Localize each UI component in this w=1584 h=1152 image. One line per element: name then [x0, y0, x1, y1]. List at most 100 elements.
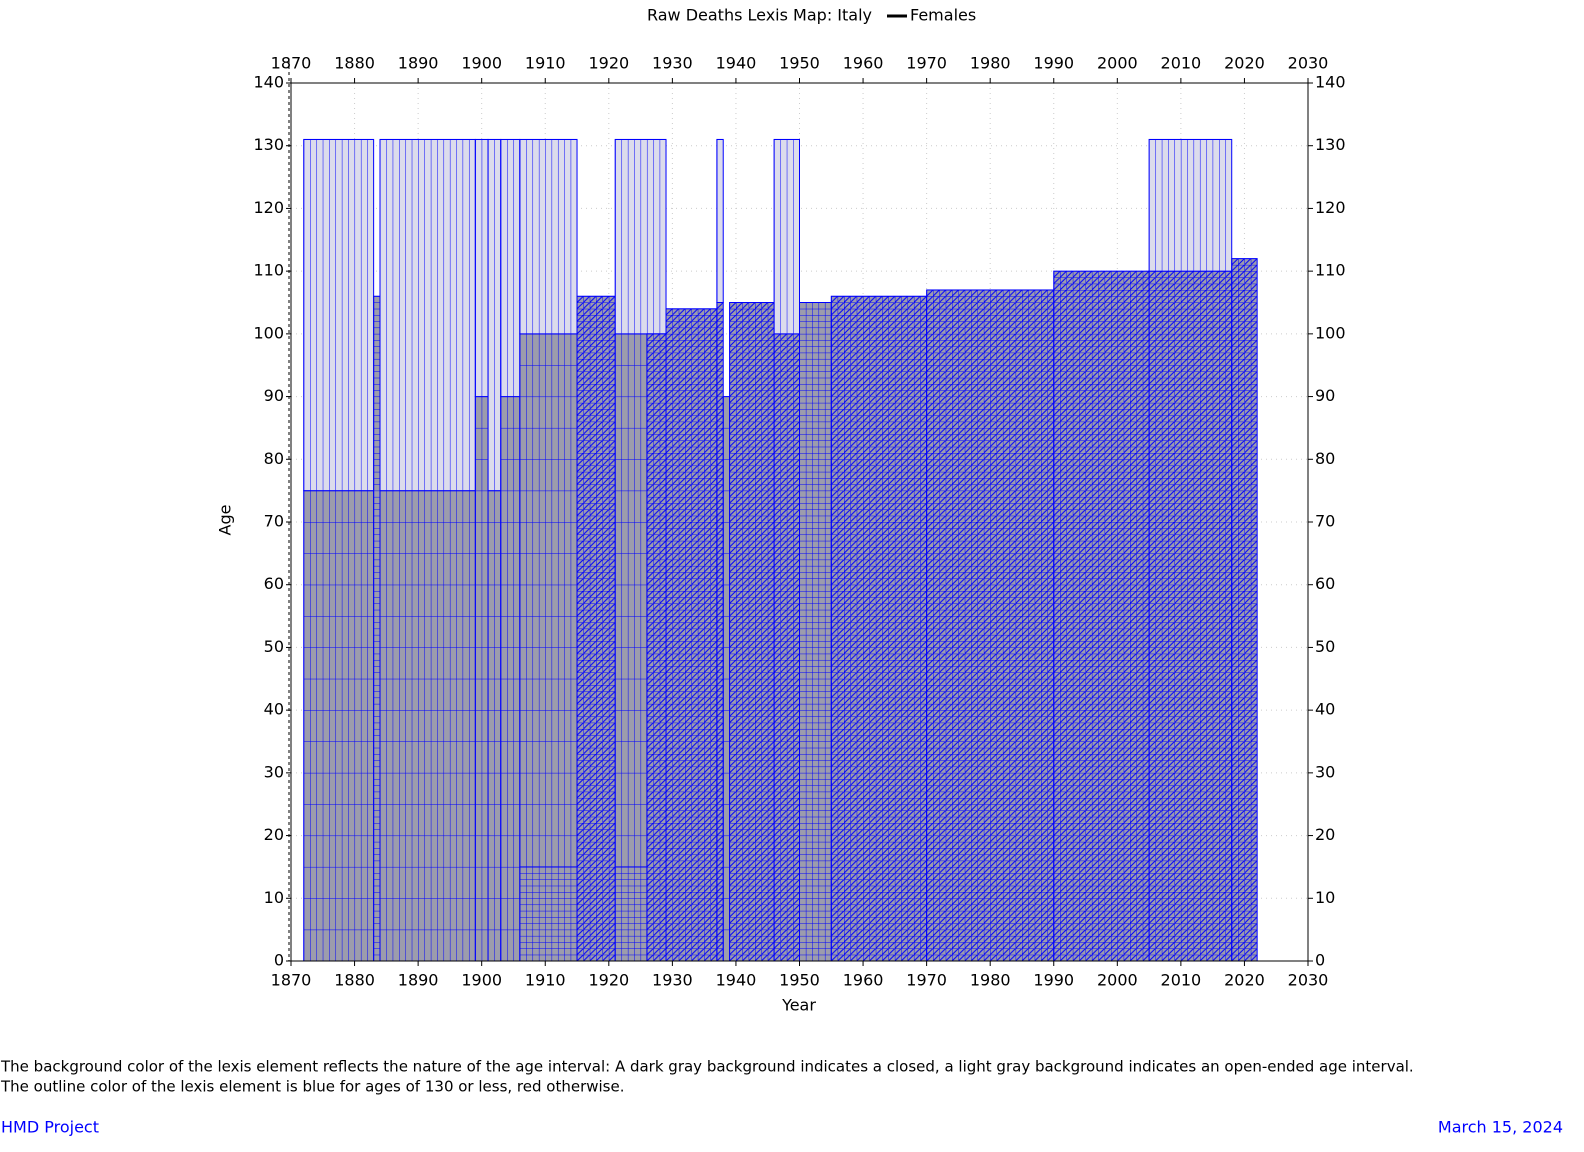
footer-left: HMD Project [1, 1118, 99, 1137]
y-tick-label: 80 [264, 449, 284, 468]
y-tick-label: 10 [264, 888, 284, 907]
lexis-block [500, 138, 521, 398]
lexis-block [799, 302, 832, 962]
x-tick-label-top: 1870 [271, 54, 312, 73]
x-tick-label: 2000 [1097, 971, 1138, 990]
lexis-block [614, 866, 648, 962]
x-axis-label: Year [781, 996, 816, 1015]
lexis-block [722, 396, 731, 962]
x-tick-label: 2030 [1288, 971, 1329, 990]
legend-label: Females [910, 6, 976, 25]
x-tick-label: 1880 [334, 971, 375, 990]
lexis-block [303, 490, 375, 962]
x-tick-label: 1980 [970, 971, 1011, 990]
lexis-block [576, 295, 616, 962]
y-tick-label: 110 [253, 261, 284, 280]
x-tick-label: 2020 [1224, 971, 1265, 990]
y-tick-label-right: 130 [1315, 135, 1346, 154]
x-tick-label-top: 2020 [1224, 54, 1265, 73]
y-tick-label-right: 70 [1315, 512, 1335, 531]
y-tick-label: 120 [253, 198, 284, 217]
x-tick-label: 1870 [271, 971, 312, 990]
lexis-block [773, 333, 801, 962]
lexis-block [474, 138, 489, 398]
lexis-block [729, 302, 775, 962]
lexis-block [379, 138, 476, 492]
y-tick-label: 130 [253, 135, 284, 154]
lexis-block [519, 333, 578, 868]
lexis-block [373, 295, 381, 962]
lexis-block [773, 138, 801, 335]
y-tick-label-right: 80 [1315, 449, 1335, 468]
lexis-block [474, 396, 489, 962]
x-tick-label: 1930 [652, 971, 693, 990]
lexis-block [716, 302, 724, 962]
y-tick-label: 90 [264, 386, 284, 405]
x-tick-label-top: 1960 [843, 54, 884, 73]
y-tick-label-right: 50 [1315, 637, 1335, 656]
x-tick-label-top: 2010 [1161, 54, 1202, 73]
x-tick-label: 2010 [1161, 971, 1202, 990]
y-tick-label-right: 110 [1315, 261, 1346, 280]
x-tick-label: 1900 [461, 971, 502, 990]
x-tick-label: 1940 [716, 971, 757, 990]
lexis-block [1148, 270, 1233, 962]
x-tick-label-top: 1890 [398, 54, 439, 73]
x-tick-label: 1910 [525, 971, 566, 990]
x-tick-label-top: 1880 [334, 54, 375, 73]
y-tick-label-right: 100 [1315, 323, 1346, 342]
y-tick-label-right: 40 [1315, 700, 1335, 719]
y-tick-label-right: 120 [1315, 198, 1346, 217]
x-tick-label-top: 2000 [1097, 54, 1138, 73]
lexis-block [646, 333, 667, 962]
y-tick-label-right: 0 [1315, 951, 1325, 970]
x-tick-label-top: 1910 [525, 54, 566, 73]
footnote: The outline color of the lexis element i… [0, 1078, 625, 1096]
y-tick-label: 20 [264, 825, 284, 844]
lexis-block [614, 138, 667, 335]
x-tick-label-top: 1970 [906, 54, 947, 73]
lexis-block [614, 333, 648, 868]
y-tick-label: 50 [264, 637, 284, 656]
x-tick-label: 1960 [843, 971, 884, 990]
y-tick-label-right: 60 [1315, 574, 1335, 593]
x-tick-label-top: 1940 [716, 54, 757, 73]
y-tick-label: 30 [264, 762, 284, 781]
lexis-block [379, 490, 476, 962]
y-tick-label: 0 [274, 951, 284, 970]
lexis-block [665, 308, 718, 962]
y-tick-label-right: 10 [1315, 888, 1335, 907]
lexis-block [1231, 258, 1258, 962]
lexis-block [487, 138, 502, 492]
y-tick-label-right: 140 [1315, 73, 1346, 92]
lexis-block [519, 138, 578, 335]
x-tick-label: 1890 [398, 971, 439, 990]
y-axis-label: Age [216, 505, 235, 536]
y-tick-label: 40 [264, 700, 284, 719]
footer-right: March 15, 2024 [1438, 1118, 1563, 1137]
y-tick-label: 140 [253, 73, 284, 92]
x-tick-label-top: 1980 [970, 54, 1011, 73]
lexis-block [1148, 138, 1233, 272]
x-tick-label-top: 1900 [461, 54, 502, 73]
lexis-block [1053, 270, 1150, 962]
lexis-block [830, 295, 928, 962]
x-tick-label-top: 2030 [1288, 54, 1329, 73]
x-tick-label-top: 1990 [1033, 54, 1074, 73]
lexis-block [519, 866, 578, 962]
y-tick-label: 100 [253, 323, 284, 342]
y-tick-label: 70 [264, 512, 284, 531]
y-tick-label: 60 [264, 574, 284, 593]
lexis-block [500, 396, 521, 962]
x-tick-label-top: 1950 [779, 54, 820, 73]
x-tick-label-top: 1920 [588, 54, 629, 73]
x-tick-label: 1990 [1033, 971, 1074, 990]
x-tick-label-top: 1930 [652, 54, 693, 73]
x-tick-label: 1970 [906, 971, 947, 990]
lexis-block [487, 490, 502, 962]
lexis-block [716, 138, 724, 303]
lexis-block [303, 138, 375, 492]
x-tick-label: 1920 [588, 971, 629, 990]
y-tick-label-right: 90 [1315, 386, 1335, 405]
